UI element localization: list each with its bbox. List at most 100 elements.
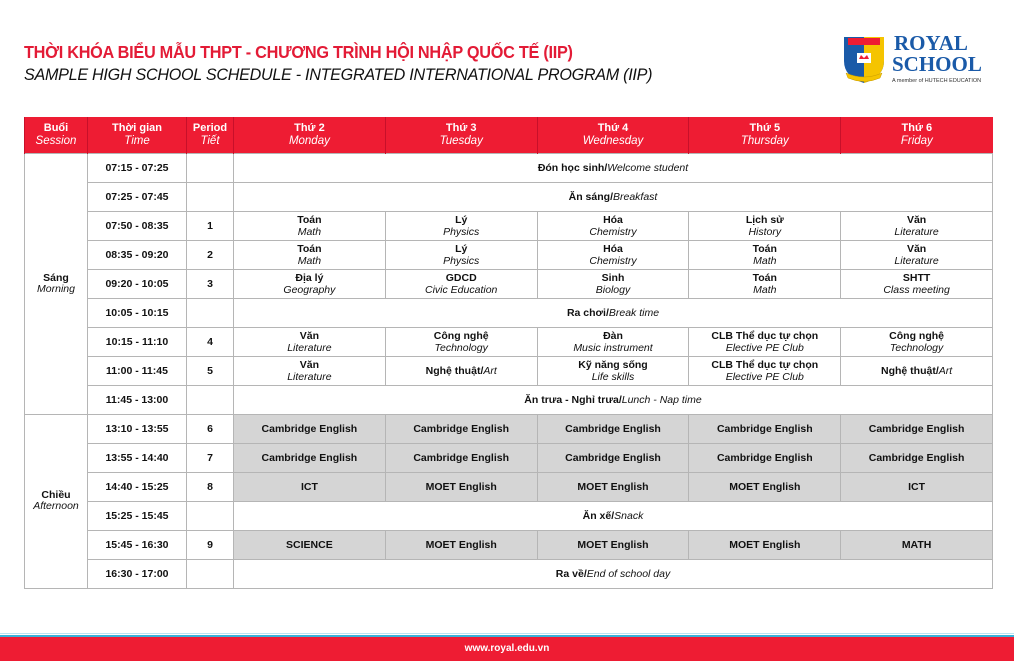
subject-cell: MOET English [536,471,690,502]
subject-en: Music instrument [573,341,653,354]
time-cell: 11:00 - 11:45 [87,355,187,386]
subject-vi: CLB Thể dục tự chọn [711,358,819,371]
subject-en: Biology [595,283,631,296]
column-header-en: Time [124,134,150,147]
time-cell: 15:25 - 15:45 [87,500,187,531]
subject-en: Art [483,364,497,377]
subject-vi: GDCD [445,271,477,284]
subject-vi: Nghệ thuật [881,364,936,377]
column-header-vi: Thứ 5 [749,121,781,134]
subject-cell: Sinh Biology [536,268,690,299]
column-header-vi: Thứ 2 [294,121,325,134]
subject-cell: MOET English [384,471,538,502]
period-cell [186,500,234,531]
period-cell: 2 [186,239,234,270]
subject-cell: Toán Math [233,239,386,270]
subject-cell: Cambridge English [688,413,842,444]
activity-vi: Ra về [555,567,584,580]
activity-vi: Ăn xế [582,509,612,522]
subject-en: Literature [287,341,332,354]
subject-vi: Văn [906,213,927,226]
activity-cell: Ra về/End of school day [233,558,993,589]
logo-tagline: A member of HUTECH EDUCATION [892,78,982,84]
footer-divider [0,633,1014,637]
subject-cell: Văn Literature [233,326,386,357]
subject-vi: Toán [297,213,322,226]
subject-en: Physics [443,254,480,267]
column-header: Thứ 6 Friday [840,117,993,153]
period-cell: 5 [186,355,234,386]
period-cell: 7 [186,442,234,473]
subject-cell: Kỹ năng sống Life skills [536,355,690,386]
subject-vi: Lý [455,242,468,255]
time-cell: 10:05 - 10:15 [87,297,187,328]
subject-cell: Nghệ thuật/Art [840,355,993,386]
activity-cell: Ăn xế/Snack [233,500,993,531]
subject-en: History [748,225,782,238]
subject-en: Class meeting [883,283,950,296]
subject-en: Literature [894,225,939,238]
title-vietnamese: THỜI KHÓA BIỂU MẪU THPT - CHƯƠNG TRÌNH H… [24,42,573,62]
subject-vi: Kỹ năng sống [578,358,648,371]
time-cell: 07:50 - 08:35 [87,210,187,241]
table-row: 09:20 - 10:05 3 Địa lý Geography GDCD Civic E… [25,268,993,299]
subject-cell: Đàn Music instrument [536,326,690,357]
subject-cell: Văn Literature [233,355,386,386]
subject-cell: Cambridge English [840,413,993,444]
table-row: 11:45 - 13:00 Ăn trưa - Nghỉ trưa/Lunch -… [25,384,993,415]
subject-cell: Toán Math [688,239,842,270]
subject-vi: Lịch sử [745,213,784,226]
column-header-en: Wednesday [582,134,644,147]
period-cell: 3 [186,268,234,299]
period-cell [186,384,234,415]
activity-en: Welcome student [607,161,689,174]
activity-en: Breakfast [612,190,658,203]
column-header-en: Session [35,134,77,147]
subject-cell: Nghệ thuật/Art [384,355,538,386]
subject-cell: Cambridge English [840,442,993,473]
subject-cell: Hóa Chemistry [536,239,690,270]
table-row: 07:50 - 08:35 1 Toán Math Lý Physics Hóa Chemis… [25,210,993,241]
shield-crest-icon [844,37,884,83]
subject-cell: CLB Thể dục tự chọn Elective PE Club [688,326,842,357]
period-cell [186,181,234,212]
time-cell: 07:25 - 07:45 [87,181,187,212]
website-link[interactable]: www.royal.edu.vn [464,643,550,654]
activity-vi: Ăn trưa - Nghỉ trưa [524,393,619,406]
activity-cell: Ra chơi/Break time [233,297,993,328]
time-cell: 11:45 - 13:00 [87,384,187,415]
column-header: Thứ 3 Tuesday [384,117,538,153]
subject-vi: Văn [299,329,320,342]
time-cell: 07:15 - 07:25 [87,152,187,183]
subject-vi: SHTT [902,271,931,284]
table-row: 15:25 - 15:45 Ăn xế/Snack [25,500,993,531]
time-cell: 09:20 - 10:05 [87,268,187,299]
subject-vi: Toán [752,271,777,284]
subject-cell: Toán Math [233,210,386,241]
subject-en: Civic Education [425,283,498,296]
column-header-vi: Period [192,121,228,134]
activity-vi: Ra chơi [566,306,606,319]
subject-vi: Nghệ thuật [425,364,481,377]
subject-vi: Địa lý [295,271,324,284]
period-cell [186,558,234,589]
subject-cell: Cambridge English [536,442,690,473]
subject-cell: SCIENCE [233,529,386,560]
activity-vi: Ăn sáng [568,190,611,203]
subject-en: Geography [283,283,336,296]
subject-vi: Văn [299,358,320,371]
subject-vi: Công nghệ [889,329,944,342]
activity-cell: Ăn trưa - Nghỉ trưa/Lunch - Nap time [233,384,993,415]
subject-vi: Lý [455,213,468,226]
subject-vi: Hóa [603,213,623,226]
subject-vi: Hóa [603,242,623,255]
subject-cell: CLB Thể dục tự chọn Elective PE Club [688,355,842,386]
subject-cell: MATH [840,529,993,560]
subject-cell: Hóa Chemistry [536,210,690,241]
table-row: 14:40 - 15:25 8 ICT MOET English MOET Englis… [25,471,993,502]
subject-cell: MOET English [384,529,538,560]
period-cell [186,152,234,183]
subject-en: Elective PE Club [725,370,804,383]
activity-cell: Ăn sáng/Breakfast [233,181,993,212]
